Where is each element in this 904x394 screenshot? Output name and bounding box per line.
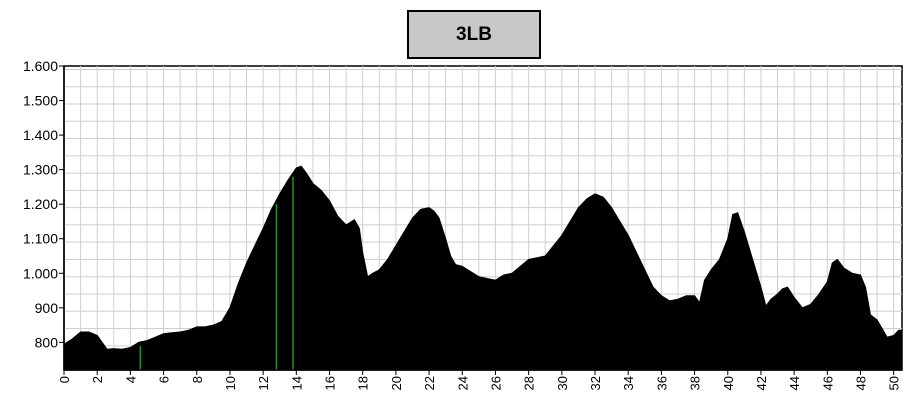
x-tick-label: 36 [654,376,669,390]
marker-layer [139,176,294,370]
x-tick-label: 0 [57,376,72,383]
x-tick-label: 22 [422,376,437,390]
x-tick-label: 48 [854,376,869,390]
chart-title: 3LB [407,10,541,59]
x-tick-label: 42 [754,376,769,390]
x-tick-label: 18 [356,376,371,390]
y-tick-label: 1.600 [23,58,58,74]
x-tick-label: 26 [488,376,503,390]
x-tick-label: 20 [389,376,404,390]
x-tick-label: 6 [157,376,172,383]
x-tick-label: 14 [289,376,304,390]
axes [59,65,902,375]
y-tick-label: 1.000 [23,265,58,281]
x-tick-label: 34 [621,376,636,390]
y-tick-label: 1.200 [23,196,58,212]
area-layer [63,165,903,371]
x-tick-label: 4 [123,376,138,383]
x-tick-label: 38 [688,376,703,390]
x-tick-label: 32 [588,376,603,390]
y-tick-label: 1.400 [23,127,58,143]
x-tick-label: 46 [820,376,835,390]
x-tick-label: 10 [223,376,238,390]
y-tick-label: 1.500 [23,93,58,109]
y-tick-label: 900 [35,300,59,316]
x-tick-label: 30 [555,376,570,390]
x-tick-label: 2 [90,376,105,383]
x-axis-labels: 0 2 4 6 8 10 12 14 16 18 20 22 24 26 28 30 32 34 36 38 40 42 4… [57,376,902,390]
y-tick-label: 1.100 [23,231,58,247]
x-tick-label: 44 [787,376,802,390]
x-tick-label: 50 [887,376,902,390]
y-tick-label: 800 [35,334,59,350]
x-tick-label: 24 [455,376,470,390]
y-tick-label: 1.300 [23,162,58,178]
x-tick-label: 12 [256,376,271,390]
x-tick-label: 40 [721,376,736,390]
x-tick-label: 16 [323,376,338,390]
x-tick-label: 28 [522,376,537,390]
x-tick-label: 8 [190,376,205,383]
elevation-area [63,165,903,371]
y-axis-labels: 800 900 1.000 1.100 1.200 1.300 1.400 1.500 1.60… [23,58,58,350]
